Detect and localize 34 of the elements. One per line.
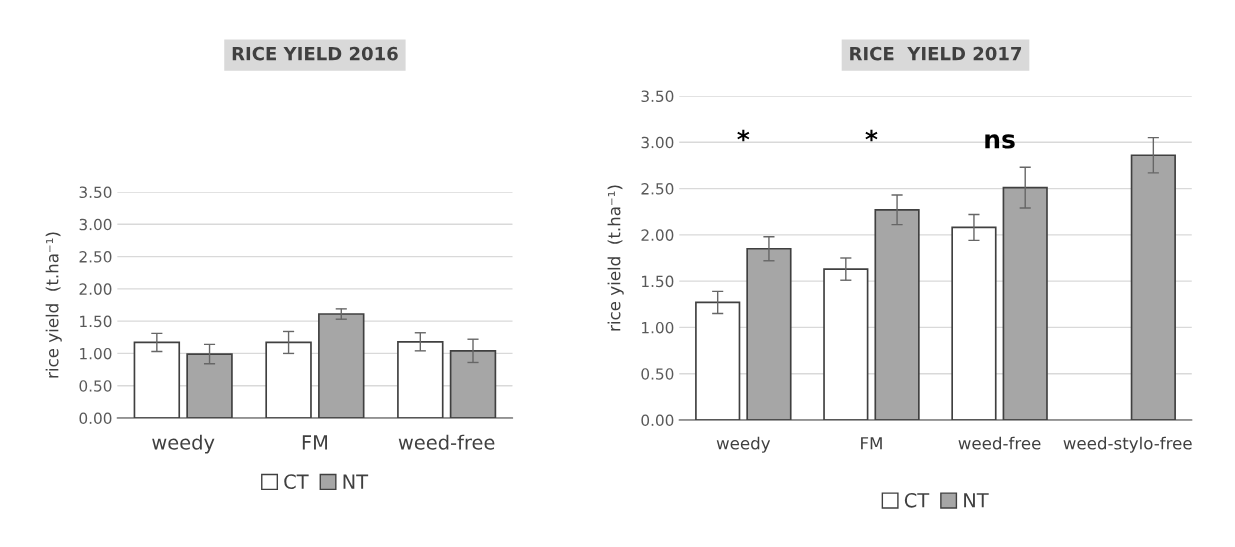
y-tick-label: 0.50 (79, 380, 112, 392)
y-tick-label: 1.50 (642, 275, 674, 288)
y-tick-label: 0.00 (641, 414, 674, 427)
annotation: ns (985, 134, 1015, 149)
y-tick-label: 1.00 (80, 347, 112, 360)
y-tick-label: 0.50 (641, 368, 674, 380)
x-tick-label: weedy (152, 434, 215, 454)
y-tick-label: 3.50 (79, 186, 112, 199)
x-tick-label: weed-free (398, 434, 495, 450)
y-tick-label: 3.50 (641, 90, 674, 103)
y-tick-label: 2.50 (641, 183, 674, 195)
x-tick-label: FM (302, 435, 328, 450)
chart-title: RICE YIELD 2017 (850, 46, 1022, 61)
y-tick-label: 2.00 (641, 229, 674, 241)
y-tick-label: 1.00 (642, 321, 674, 334)
y-axis-title: rice yield (t.ha⁻¹) (45, 232, 62, 378)
x-tick-label: weed-stylo-free (1063, 436, 1192, 453)
y-tick-label: 0.00 (79, 412, 112, 425)
legend-label: NT (964, 493, 989, 508)
legend-label: CT (284, 474, 309, 489)
legend-label: NT (343, 474, 369, 489)
x-tick-label: weed-free (958, 436, 1041, 450)
annotation: * (865, 129, 878, 142)
annotation: * (737, 129, 750, 142)
y-axis-title: rice yield (t.ha⁻¹) (607, 185, 624, 331)
y-tick-label: 3.00 (79, 218, 112, 231)
legend-label: CT (904, 492, 930, 508)
chart-title: RICE YIELD 2016 (232, 46, 398, 61)
y-tick-label: 2.00 (79, 283, 112, 295)
y-tick-label: 2.50 (79, 251, 112, 263)
x-tick-label: FM (861, 437, 882, 450)
y-tick-label: 1.50 (80, 315, 112, 328)
y-tick-label: 3.00 (641, 136, 674, 149)
x-tick-label: weedy (716, 436, 771, 453)
